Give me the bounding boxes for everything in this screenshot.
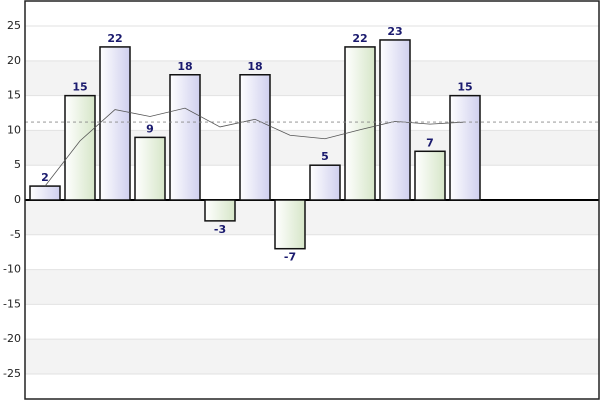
value-label: 23: [387, 25, 402, 38]
y-tick-label: 0: [14, 193, 21, 206]
bar: [379, 39, 411, 201]
value-label: -3: [214, 223, 226, 236]
y-tick-label: -15: [3, 297, 21, 310]
value-label: 7: [426, 136, 434, 149]
bar: [204, 199, 236, 222]
plot-frame: [24, 0, 600, 400]
y-tick-label: -25: [3, 367, 21, 380]
y-tick-label: -5: [10, 228, 21, 241]
value-label: 22: [352, 32, 367, 45]
bar: [344, 46, 376, 201]
value-label: 5: [321, 150, 329, 163]
bar: [274, 199, 306, 250]
value-label: 22: [107, 32, 122, 45]
bar: [99, 46, 131, 201]
y-tick-label: 25: [7, 19, 21, 32]
y-tick-label: 20: [7, 54, 21, 67]
value-label: 15: [72, 81, 87, 94]
y-tick-label: -20: [3, 332, 21, 345]
value-label: 18: [247, 60, 262, 73]
trend-line: [44, 107, 466, 187]
bar: [309, 164, 341, 201]
value-label: -7: [284, 251, 296, 264]
y-tick-label: 15: [7, 89, 21, 102]
bar: [449, 94, 481, 201]
value-label: 9: [146, 122, 154, 135]
y-tick-label: -10: [3, 263, 21, 276]
bar: [29, 185, 61, 201]
bar: [64, 94, 96, 201]
value-label: 15: [457, 81, 472, 94]
value-label: 2: [41, 171, 49, 184]
bar: [134, 136, 166, 201]
bar: [239, 74, 271, 201]
value-label: 18: [177, 60, 192, 73]
y-tick-label: 5: [14, 158, 21, 171]
y-tick-label: 10: [7, 123, 21, 136]
bar: [414, 150, 446, 201]
bar: [169, 74, 201, 201]
